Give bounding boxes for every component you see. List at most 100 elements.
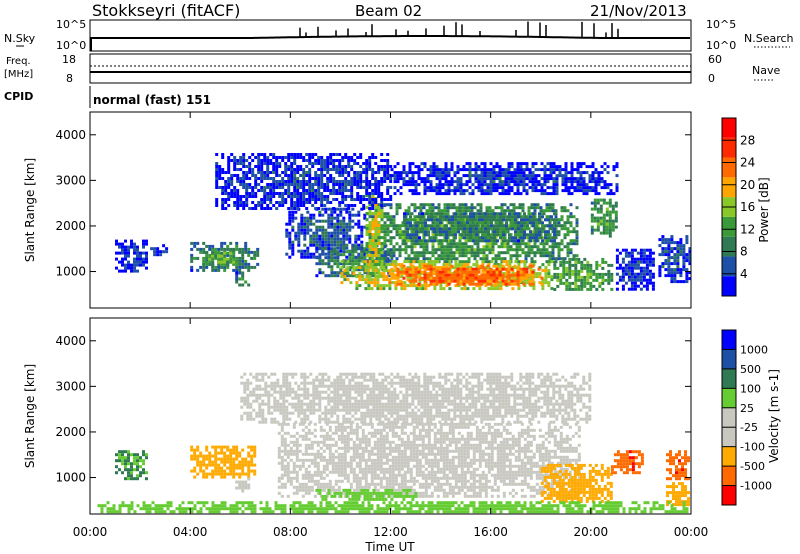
power-cell bbox=[263, 159, 267, 162]
power-cell bbox=[383, 230, 387, 234]
power-cell bbox=[590, 231, 594, 235]
velocity-cell bbox=[118, 459, 121, 463]
velocity-cell bbox=[193, 466, 197, 470]
power-cell bbox=[503, 245, 507, 249]
power-cell bbox=[549, 186, 553, 190]
power-colorbar-tick-label: 8 bbox=[740, 245, 748, 259]
power-cell bbox=[342, 247, 346, 251]
power-cell bbox=[407, 257, 411, 261]
power-cell bbox=[676, 271, 680, 275]
power-cell bbox=[260, 189, 264, 192]
power-cell bbox=[227, 204, 231, 207]
power-cell bbox=[238, 262, 242, 266]
power-cell bbox=[531, 174, 535, 178]
power-cell bbox=[266, 168, 270, 171]
power-cell bbox=[494, 257, 498, 261]
power-cell bbox=[385, 278, 389, 282]
power-colorbar-tick-label: 24 bbox=[740, 156, 755, 170]
power-cell bbox=[676, 247, 680, 251]
power-cell bbox=[302, 192, 306, 195]
power-cell bbox=[504, 171, 508, 175]
power-cell bbox=[452, 245, 456, 249]
power-cell bbox=[356, 177, 360, 180]
power-cell bbox=[551, 254, 555, 258]
power-cell bbox=[598, 284, 602, 288]
power-cell bbox=[218, 177, 222, 180]
power-cell bbox=[336, 259, 340, 263]
power-cell bbox=[291, 246, 295, 250]
power-cell bbox=[574, 269, 578, 273]
power-cell bbox=[480, 282, 484, 286]
power-cell bbox=[320, 198, 324, 201]
power-cell bbox=[335, 165, 339, 168]
power-cell bbox=[411, 279, 415, 283]
power-cell bbox=[403, 287, 407, 291]
power-cell bbox=[519, 165, 523, 169]
velocity-cell bbox=[127, 462, 130, 466]
power-cell bbox=[453, 192, 457, 196]
power-cell bbox=[553, 272, 557, 276]
power-cell bbox=[296, 171, 300, 174]
power-cell bbox=[492, 177, 496, 181]
power-cell bbox=[367, 269, 371, 273]
power-cell bbox=[368, 215, 372, 219]
power-cell bbox=[510, 162, 514, 166]
power-cell bbox=[567, 171, 571, 175]
power-cell bbox=[411, 270, 415, 274]
power-cell bbox=[571, 281, 575, 285]
power-cell bbox=[535, 230, 538, 234]
power-cell bbox=[472, 215, 475, 219]
velocity-cell bbox=[238, 463, 242, 467]
power-cell bbox=[439, 212, 442, 216]
power-cell bbox=[332, 198, 336, 201]
power-cell bbox=[371, 189, 375, 192]
power-cell bbox=[566, 242, 570, 246]
power-cell bbox=[257, 159, 261, 162]
power-cell bbox=[571, 287, 575, 291]
power-cell bbox=[326, 195, 330, 198]
power-cell bbox=[297, 225, 301, 229]
power-cell bbox=[434, 206, 438, 210]
power-cell bbox=[435, 192, 439, 196]
power-cell bbox=[245, 165, 249, 168]
power-cell bbox=[438, 183, 442, 187]
power-cell bbox=[639, 278, 643, 282]
power-cell bbox=[550, 287, 554, 291]
power-cell bbox=[321, 234, 325, 238]
power-cell bbox=[535, 218, 538, 222]
velocity-cell bbox=[217, 472, 221, 476]
power-cell bbox=[414, 192, 418, 196]
power-cell bbox=[335, 159, 339, 162]
velocity-cell bbox=[238, 466, 242, 470]
power-cell bbox=[340, 266, 344, 270]
power-cell bbox=[371, 236, 375, 239]
power-cell bbox=[386, 227, 390, 231]
power-cell bbox=[525, 162, 529, 166]
power-cell bbox=[380, 195, 384, 198]
power-cell bbox=[398, 254, 402, 258]
power-cell bbox=[368, 183, 372, 186]
power-cell bbox=[432, 168, 436, 172]
velocity-cell bbox=[196, 472, 200, 476]
power-cell bbox=[532, 212, 535, 216]
power-cell bbox=[658, 268, 662, 272]
power-cell bbox=[633, 272, 637, 276]
power-cell bbox=[474, 186, 478, 190]
power-cell bbox=[510, 186, 514, 190]
power-cell bbox=[576, 171, 580, 175]
power-cell bbox=[351, 259, 355, 263]
power-cell bbox=[506, 209, 510, 213]
power-cell bbox=[439, 239, 442, 243]
power-cell bbox=[294, 216, 298, 220]
power-cell bbox=[375, 271, 379, 275]
power-cell bbox=[567, 186, 571, 190]
power-cell bbox=[422, 254, 426, 258]
power-cell bbox=[275, 171, 279, 174]
power-cell bbox=[235, 256, 239, 260]
power-cell bbox=[413, 236, 417, 240]
power-cell bbox=[360, 268, 364, 272]
power-cell bbox=[411, 171, 415, 175]
power-cell bbox=[595, 263, 599, 267]
power-cell bbox=[645, 266, 649, 270]
power-cell bbox=[235, 241, 239, 245]
